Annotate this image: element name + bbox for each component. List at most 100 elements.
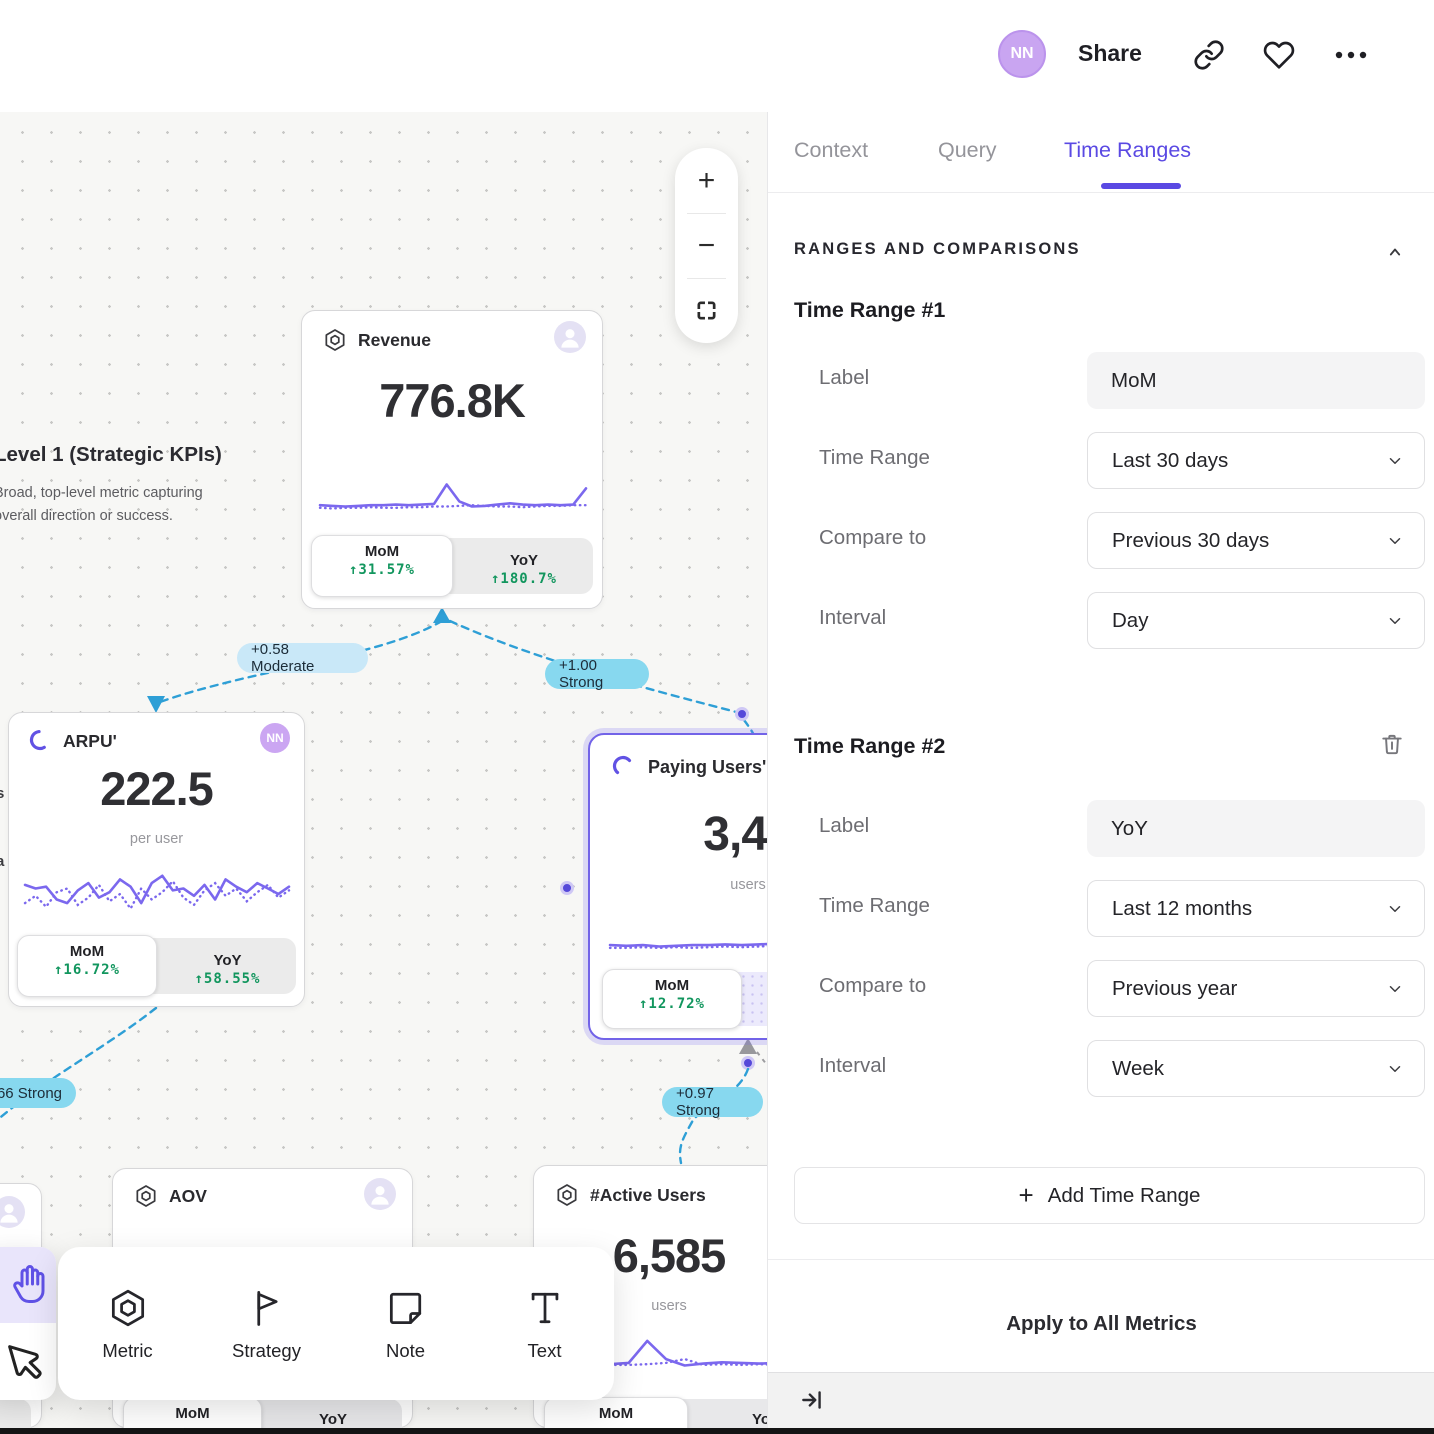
label-field-label: Label	[819, 366, 870, 389]
chevron-down-icon	[1389, 537, 1401, 544]
range-toggle: MoM ↑16.72% YoY ↑58.55%	[17, 935, 296, 997]
section-header: RANGES AND COMPARISONS	[794, 240, 1081, 258]
card-title: #Active Users	[590, 1185, 706, 1205]
metric-tool-button[interactable]: Metric	[58, 1247, 197, 1400]
metric-hexagon-icon	[136, 1185, 156, 1207]
favorite-heart-icon[interactable]	[1263, 39, 1295, 71]
sparkline	[23, 874, 291, 911]
zoom-controls: + −	[675, 148, 738, 343]
owner-avatar[interactable]	[364, 1178, 396, 1210]
compare-to-select[interactable]: Previous year	[1087, 960, 1425, 1017]
label-input[interactable]: YoY	[1087, 800, 1425, 857]
fit-view-button[interactable]	[675, 278, 738, 343]
card-title: Revenue	[358, 330, 431, 350]
strategy-tool-button[interactable]: Strategy	[197, 1247, 336, 1400]
loading-spinner-icon	[29, 729, 51, 751]
range-tab-mom[interactable]: MoM	[123, 1397, 262, 1428]
owner-avatar[interactable]	[554, 321, 586, 353]
metric-hexagon-icon	[325, 329, 345, 351]
delete-time-range-trash-icon[interactable]	[1379, 730, 1405, 758]
metric-hexagon-icon	[111, 1289, 144, 1326]
metric-card-revenue[interactable]: Revenue 776.8K MoM ↑31.57% YoY ↑180.7%	[301, 310, 603, 609]
compare-to-field-label: Compare to	[819, 526, 927, 549]
correlation-badge[interactable]: +0.97 Strong	[662, 1085, 763, 1119]
edge-handle-dot	[560, 881, 574, 895]
interval-select[interactable]: Day	[1087, 592, 1425, 649]
interval-select[interactable]: Week	[1087, 1040, 1425, 1097]
range-tab-yoy[interactable]: YoY ↑180.7%	[490, 552, 557, 587]
time-range-field-label: Time Range	[819, 894, 930, 917]
tab-time-ranges[interactable]: Time Ranges	[1064, 138, 1192, 162]
canvas-toolbar: Metric Strategy Note Text	[58, 1247, 614, 1400]
pointer-tool-button[interactable]	[0, 1323, 56, 1400]
plus-icon: +	[1018, 1180, 1034, 1210]
time-range-select[interactable]: Last 12 months	[1087, 880, 1425, 937]
correlation-badge[interactable]: +0.58 Moderate	[237, 641, 368, 675]
chevron-down-icon	[1389, 457, 1401, 464]
range-tab-mom[interactable]: MoM	[544, 1397, 688, 1428]
metric-card-arpu[interactable]: ARPU' NN 222.5 per user MoM ↑16.72% YoY …	[8, 712, 305, 1007]
edge-handle-dot	[735, 707, 749, 721]
active-tab-underline	[1101, 183, 1181, 189]
range-toggle	[0, 1399, 31, 1428]
time-range-field-label: Time Range	[819, 446, 930, 469]
range-toggle: MoM YoY	[123, 1397, 402, 1428]
range-tab-mom[interactable]: MoM ↑12.72%	[602, 969, 742, 1029]
loading-spinner-icon	[612, 755, 634, 777]
range-tab-mom[interactable]: MoM ↑16.72%	[17, 935, 157, 997]
correlation-badge[interactable]: +1.00 Strong	[545, 657, 649, 691]
range-toggle: MoM ↑12.72%	[602, 969, 767, 1029]
range-toggle: MoM ↑31.57% YoY ↑180.7%	[311, 535, 593, 597]
range-tab-yoy[interactable]: YoY ↑58.55%	[194, 952, 261, 987]
text-tool-button[interactable]: Text	[475, 1247, 614, 1400]
collapse-section-chevron-up-icon[interactable]	[1385, 242, 1405, 262]
card-title: Paying Users'	[648, 757, 767, 777]
collaborator-badge: NN	[260, 723, 290, 753]
time-range-select[interactable]: Last 30 days	[1087, 432, 1425, 489]
tab-context[interactable]: Context	[794, 138, 869, 162]
chevron-down-icon	[1389, 617, 1401, 624]
note-tool-button[interactable]: Note	[336, 1247, 475, 1400]
tab-query[interactable]: Query	[938, 138, 997, 162]
flag-icon	[256, 1290, 278, 1326]
chevron-down-icon	[1389, 985, 1401, 992]
chevron-down-icon	[1389, 1065, 1401, 1072]
group-note-line: Broad, top-level metric capturing	[0, 485, 203, 501]
zoom-out-button[interactable]: −	[697, 228, 716, 262]
zoom-in-button[interactable]: +	[697, 163, 716, 197]
owner-avatar[interactable]	[0, 1196, 25, 1228]
metric-hexagon-icon	[557, 1184, 577, 1206]
link-icon[interactable]	[1193, 39, 1225, 71]
collapse-panel-icon[interactable]	[799, 1387, 825, 1413]
time-range-2-title: Time Range #2	[794, 734, 946, 758]
metric-card-paying-users[interactable]: Paying Users' 3,49 users MoM ↑12.72%	[588, 733, 767, 1040]
add-time-range-button[interactable]: + Add Time Range	[794, 1167, 1425, 1224]
user-avatar[interactable]: NN	[998, 30, 1046, 78]
metric-unit: users	[730, 877, 766, 893]
more-options-icon[interactable]	[1335, 47, 1367, 63]
sparkline	[608, 942, 767, 950]
correlation-badge[interactable]: 66 Strong	[0, 1078, 76, 1108]
range-tab-yoy[interactable]: YoY	[318, 1410, 348, 1428]
clipped-text-fragment: s	[0, 785, 5, 802]
divider	[768, 1259, 1434, 1260]
tool-mode-bar	[0, 1247, 56, 1400]
clipped-text-fragment: a	[0, 853, 5, 870]
card-title: AOV	[169, 1186, 207, 1206]
share-button[interactable]: Share	[1078, 40, 1142, 66]
metric-tree-canvas[interactable]: Level 1 (Strategic KPIs) Broad, top-leve…	[0, 112, 767, 1428]
apply-to-all-metrics-button[interactable]: Apply to All Metrics	[1006, 1312, 1197, 1335]
metric-value: 3,49	[703, 808, 767, 861]
label-input[interactable]: MoM	[1087, 352, 1425, 409]
range-tab-mom[interactable]: MoM ↑31.57%	[311, 535, 453, 597]
group-note-title: Level 1 (Strategic KPIs)	[0, 443, 222, 466]
range-toggle: MoM YoY	[544, 1397, 767, 1428]
metric-unit: per user	[129, 831, 184, 847]
compare-to-field-label: Compare to	[819, 974, 927, 997]
compare-to-select[interactable]: Previous 30 days	[1087, 512, 1425, 569]
hand-tool-button[interactable]	[0, 1247, 56, 1323]
metric-value: 222.5	[100, 762, 214, 815]
range-tab-yoy[interactable]: YoY	[751, 1410, 767, 1428]
interval-field-label: Interval	[819, 1054, 887, 1077]
